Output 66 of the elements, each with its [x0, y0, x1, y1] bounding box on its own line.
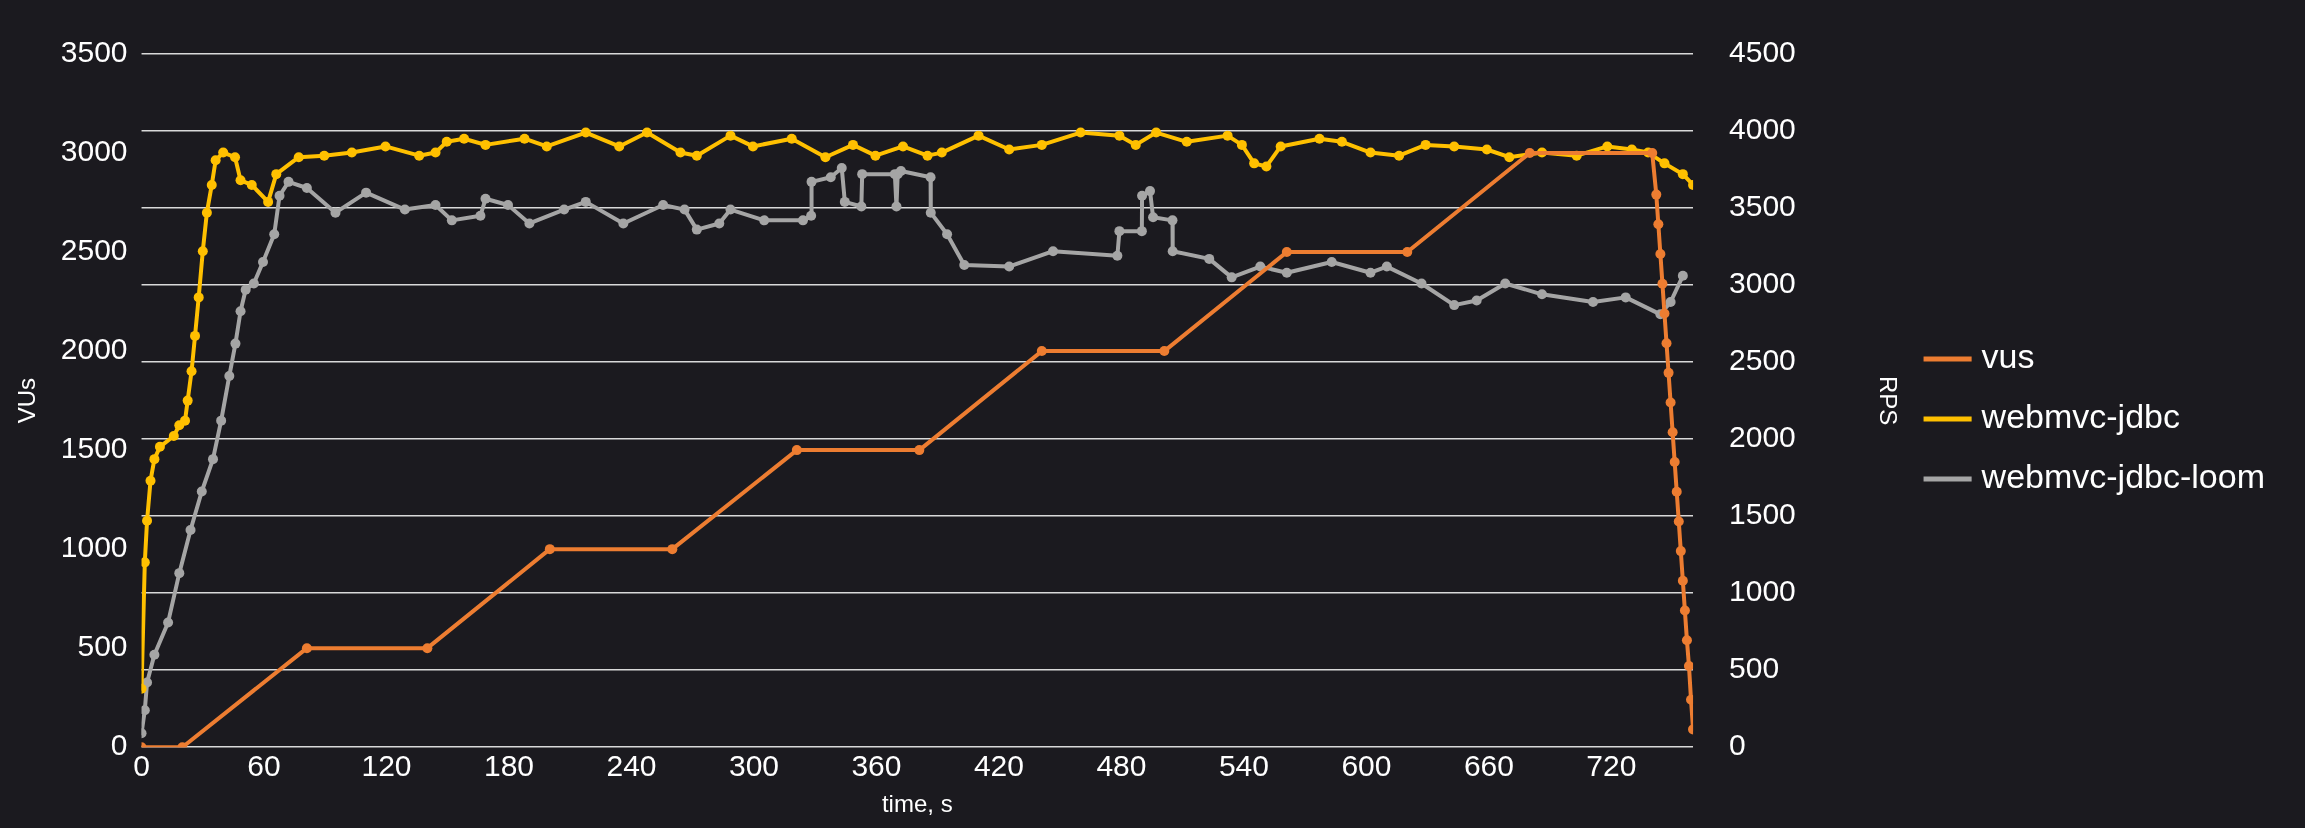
- y2-tick-label: 0: [1729, 728, 1746, 762]
- x-tick-label: 180: [483, 749, 535, 783]
- point: [1655, 249, 1666, 260]
- x-tick-label: 480: [1096, 749, 1147, 783]
- y-tick-label: 2000: [60, 332, 128, 366]
- point: [1661, 338, 1672, 349]
- y-tick-label: 1000: [60, 530, 128, 564]
- y2-tick-label: 2000: [1729, 420, 1796, 454]
- point: [1679, 605, 1690, 616]
- x-tick-label: 120: [361, 749, 412, 783]
- y2-tick-label: 2500: [1729, 343, 1796, 377]
- y2-tick-label: 3000: [1729, 266, 1796, 300]
- y2-tick-label: 1000: [1729, 574, 1796, 608]
- point: [914, 445, 925, 456]
- y-tick-label: 3500: [60, 35, 128, 69]
- point: [1659, 308, 1670, 319]
- x-tick-label: 420: [973, 749, 1024, 783]
- point: [1653, 219, 1664, 230]
- x-tick-label: 540: [1218, 749, 1269, 783]
- point: [667, 544, 678, 555]
- point: [1647, 148, 1658, 159]
- y-tick-label: 3000: [60, 134, 128, 168]
- point: [301, 643, 312, 654]
- point: [1671, 486, 1682, 497]
- point: [1402, 247, 1413, 258]
- point: [1665, 397, 1676, 408]
- x-tick-label: 0: [133, 749, 150, 783]
- point: [1673, 516, 1684, 527]
- y2-tick-label: 4500: [1729, 35, 1796, 69]
- point: [1281, 247, 1292, 258]
- point: [1036, 346, 1047, 357]
- legend-label: webmvc-jdbc-loom: [1980, 457, 2265, 496]
- x-tick-label: 360: [851, 749, 902, 783]
- y-tick-label: 0: [110, 728, 128, 762]
- x-tick-label: 240: [606, 749, 657, 783]
- y2-tick-label: 4000: [1729, 112, 1796, 146]
- point: [791, 445, 802, 456]
- x-tick-label: 600: [1341, 749, 1392, 783]
- y-tick-label: 1500: [60, 431, 128, 465]
- y2-tick-label: 1500: [1729, 497, 1796, 531]
- point: [1675, 546, 1686, 557]
- point: [1669, 457, 1680, 467]
- point: [1683, 661, 1694, 671]
- x-tick-label: 720: [1586, 749, 1637, 783]
- x-tick-label: 60: [247, 749, 281, 783]
- legend-label: webmvc-jdbc: [1980, 397, 2180, 436]
- y2-tick-label: 500: [1729, 651, 1780, 685]
- point: [1651, 189, 1662, 200]
- y2-axis-title: RPS: [1874, 375, 1902, 426]
- legend-label: vus: [1981, 337, 2035, 376]
- point: [544, 544, 555, 555]
- y-tick-label: 500: [77, 629, 128, 663]
- y2-tick-label: 3500: [1729, 189, 1796, 223]
- x-tick-label: 660: [1463, 749, 1514, 783]
- point: [1657, 278, 1668, 289]
- point: [1524, 148, 1535, 159]
- point: [1681, 635, 1692, 646]
- x-axis-title: time, s: [881, 790, 953, 818]
- point: [422, 643, 433, 654]
- y-axis-title: VUs: [13, 377, 41, 424]
- x-tick-label: 300: [728, 749, 780, 783]
- point: [1667, 427, 1678, 438]
- point: [1677, 575, 1688, 586]
- y-tick-label: 2500: [60, 233, 128, 267]
- point: [1663, 367, 1674, 378]
- point: [1159, 346, 1170, 357]
